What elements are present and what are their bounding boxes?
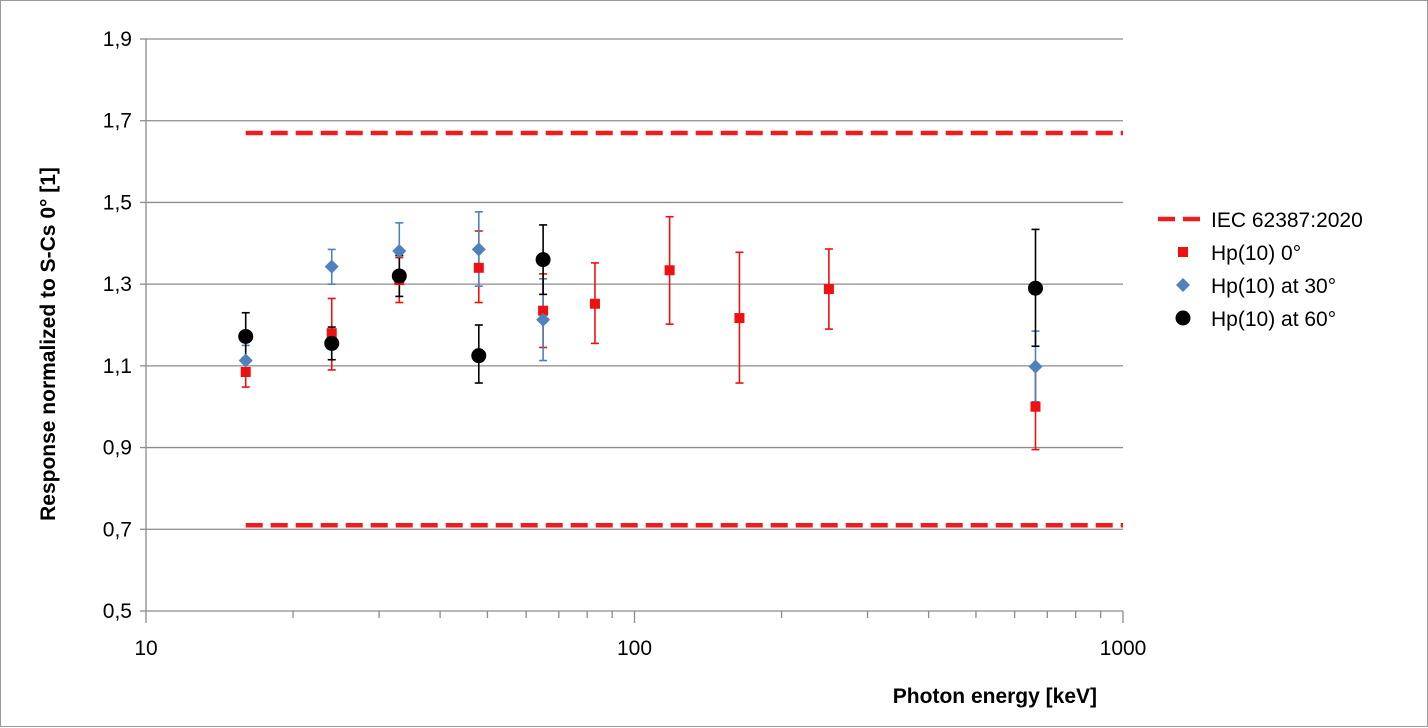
data-point-circle xyxy=(535,252,551,268)
data-layer xyxy=(238,211,1043,451)
limits-layer xyxy=(245,130,1123,528)
data-point-circle xyxy=(391,268,407,284)
y-tick-label: 1,9 xyxy=(103,28,132,51)
legend-key-square xyxy=(1178,247,1188,257)
y-tick-label: 0,9 xyxy=(103,437,132,460)
data-point-square xyxy=(589,298,600,309)
legend-key-circle xyxy=(1175,310,1191,326)
data-point-square xyxy=(734,313,745,324)
data-point-circle xyxy=(1027,280,1043,296)
y-axis-title: Response normalized to S-Cs 0° [1] xyxy=(37,167,60,521)
data-point-diamond xyxy=(1028,359,1043,374)
data-point-square xyxy=(664,265,675,276)
data-point-diamond xyxy=(324,259,339,274)
y-tick-label: 1,1 xyxy=(103,355,132,378)
data-point-square xyxy=(473,262,484,273)
y-tick-label: 0,5 xyxy=(103,600,132,623)
data-point-square xyxy=(1030,401,1041,412)
y-tick-label: 1,3 xyxy=(103,273,132,296)
y-tick-label: 0,7 xyxy=(103,518,132,541)
legend-label: Hp(10) at 60° xyxy=(1211,308,1336,331)
legend-label: Hp(10) at 30° xyxy=(1211,275,1336,298)
x-tick-label: 10 xyxy=(134,637,157,660)
x-tick-label: 1000 xyxy=(1100,637,1147,660)
y-tick-label: 1,5 xyxy=(103,191,132,214)
data-point-circle xyxy=(238,328,254,344)
x-tick-label: 100 xyxy=(617,637,652,660)
data-point-circle xyxy=(471,348,487,364)
axes-layer: 0,5 0,7 0,9 1,1 1,3 1,5 1,7 1,9 10 100 1000 xyxy=(103,28,1147,660)
data-point-square xyxy=(326,328,337,339)
y-tick-label: 1,7 xyxy=(103,110,132,133)
data-point-diamond xyxy=(471,242,486,257)
data-point-diamond xyxy=(238,353,253,368)
data-point-square xyxy=(538,305,549,316)
data-point-square xyxy=(823,284,834,295)
legend-label: Hp(10) 0° xyxy=(1211,242,1301,265)
data-point-circle xyxy=(324,335,340,351)
data-point-diamond xyxy=(392,244,407,259)
legend-key-diamond xyxy=(1176,278,1190,292)
data-point-diamond xyxy=(536,312,551,327)
data-point-square xyxy=(240,366,251,377)
legend-label: IEC 62387:2020 xyxy=(1211,209,1363,232)
grid-layer xyxy=(146,38,1123,530)
x-axis-title: Photon energy [keV] xyxy=(893,685,1097,708)
legend: IEC 62387:2020 Hp(10) 0° Hp(10) at 30° Hp(1… xyxy=(1158,209,1363,331)
